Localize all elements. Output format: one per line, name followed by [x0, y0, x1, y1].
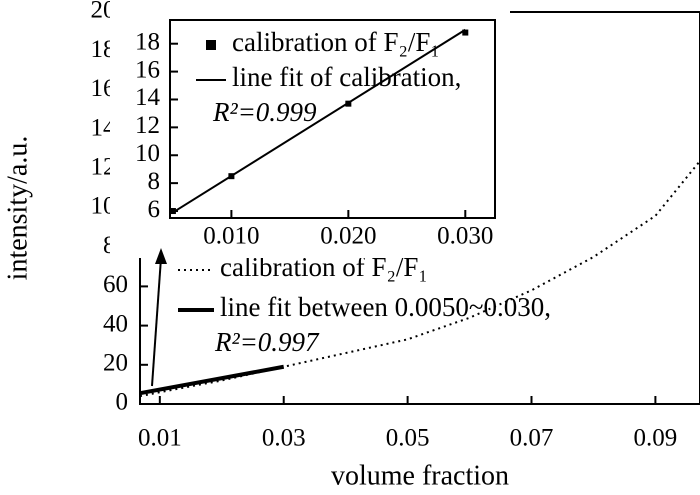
x-tick-label: 0.05 — [386, 425, 430, 452]
legend-label: line fit between 0.0050~0.030, — [220, 292, 551, 322]
x-tick-label: 0.030 — [437, 223, 493, 250]
x-tick-label: 0.010 — [203, 223, 259, 250]
annotation: R²=0.999 — [212, 97, 317, 127]
legend-marker — [206, 40, 216, 50]
y-tick-label: 14 — [135, 84, 161, 111]
data-point — [462, 29, 469, 36]
y-tick-label: 18 — [135, 28, 160, 55]
x-tick-label: 0.09 — [634, 425, 678, 452]
legend-label: calibration of F₂/F₁ — [232, 27, 440, 57]
x-tick-label: 0.03 — [262, 425, 306, 452]
y-tick-label: 8 — [148, 168, 161, 195]
y-tick-label: 10 — [135, 140, 160, 167]
x-axis-label: volume fraction — [331, 460, 509, 491]
y-tick-label: 40 — [103, 310, 128, 337]
y-tick-label: 16 — [135, 56, 160, 83]
arrow-head — [155, 248, 167, 264]
y-tick-label: 0 — [116, 389, 129, 416]
x-tick-label: 0.020 — [320, 223, 376, 250]
x-tick-label: 0.01 — [138, 425, 182, 452]
x-tick-label: 0.07 — [510, 425, 554, 452]
y-tick-label: 6 — [148, 196, 161, 223]
legend-label: line fit of calibration, — [232, 62, 461, 92]
y-axis-label: intensity/a.u. — [2, 136, 33, 281]
arrow — [151, 257, 162, 387]
series-line — [139, 364, 285, 396]
y-tick-label: 60 — [103, 271, 128, 298]
y-tick-label: 12 — [135, 112, 160, 139]
series-line — [172, 28, 466, 214]
data-point — [169, 208, 176, 215]
annotation: R²=0.997 — [214, 327, 320, 357]
plot-frame — [169, 19, 496, 219]
y-tick-label: 20 — [103, 350, 128, 377]
